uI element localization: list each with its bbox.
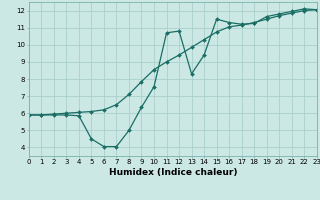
X-axis label: Humidex (Indice chaleur): Humidex (Indice chaleur) [108,168,237,177]
